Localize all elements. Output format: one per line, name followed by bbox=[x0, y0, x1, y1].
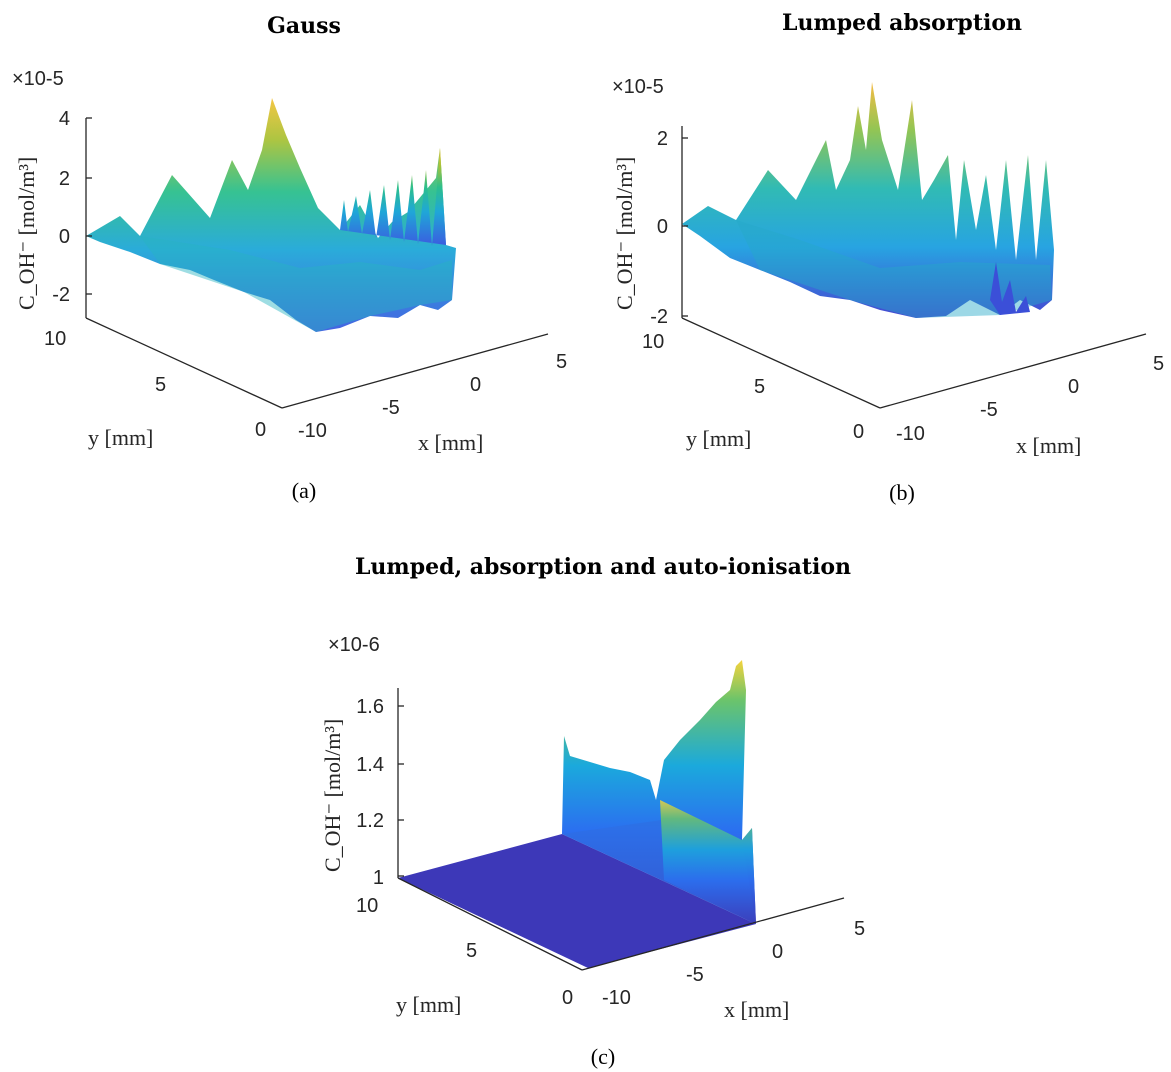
panel-a-z-tick-0: 0 bbox=[59, 226, 70, 248]
panel-a-y-axis bbox=[85, 317, 283, 409]
panel-b-z-tick-2: 2 bbox=[657, 128, 668, 150]
panel-c-x-tick-m5: -5 bbox=[686, 964, 704, 986]
panel-a-x-tick-m5: -5 bbox=[382, 397, 400, 419]
panel-c-title: Lumped, absorption and auto-ionisation bbox=[355, 554, 851, 580]
panel-a: Gauss ×10-5 4 2 0 -2 10 5 0 -10 -5 0 5 y… bbox=[12, 13, 567, 503]
panel-b-x-tick-m10: -10 bbox=[896, 423, 925, 445]
panel-a-zlabel: C_OH⁻ [mol/m³] bbox=[14, 157, 39, 310]
panel-a-z-exponent: ×10-5 bbox=[12, 68, 64, 90]
panel-c-x-tick-m10: -10 bbox=[602, 987, 631, 1009]
panel-b-x-axis bbox=[879, 333, 1147, 409]
panel-b-y-axis bbox=[681, 317, 881, 409]
panel-c-x-tick-5: 5 bbox=[854, 918, 865, 940]
panel-b-surface bbox=[682, 82, 1054, 318]
panel-b-z-tick-m2: -2 bbox=[650, 306, 668, 328]
panel-c-wall-front bbox=[660, 800, 756, 924]
panel-a-xlabel: x [mm] bbox=[418, 430, 483, 455]
panel-a-title: Gauss bbox=[267, 13, 341, 39]
panel-b-title: Lumped absorption bbox=[782, 10, 1022, 36]
panel-a-surface-spikes bbox=[340, 148, 446, 246]
panel-c-xlabel: x [mm] bbox=[724, 997, 789, 1022]
panel-a-z-tick-4: 4 bbox=[59, 108, 70, 130]
panel-b-xlabel: x [mm] bbox=[1016, 433, 1081, 458]
panel-b-x-tick-0: 0 bbox=[1068, 376, 1079, 398]
panel-a-ylabel: y [mm] bbox=[88, 425, 153, 450]
panel-b-x-tick-m5: -5 bbox=[980, 399, 998, 421]
panel-a-z-ticks bbox=[86, 117, 92, 295]
panel-b: Lumped absorption ×10-5 2 0 -2 10 5 0 -1… bbox=[612, 10, 1164, 505]
panel-b-y-tick-0: 0 bbox=[853, 421, 864, 443]
panel-a-z-tick-m2: -2 bbox=[52, 284, 70, 306]
panel-c-zlabel: C_OH⁻ [mol/m³] bbox=[320, 719, 345, 872]
panel-b-surface-shade bbox=[736, 220, 1052, 318]
panel-a-surface-body bbox=[86, 98, 456, 332]
panel-b-zlabel: C_OH⁻ [mol/m³] bbox=[612, 157, 637, 310]
panel-b-surface-body bbox=[682, 82, 1054, 318]
panel-b-z-tick-0: 0 bbox=[657, 216, 668, 238]
panel-c-x-tick-0: 0 bbox=[772, 941, 783, 963]
panel-a-y-tick-10: 10 bbox=[44, 328, 66, 350]
panel-c: Lumped, absorption and auto-ionisation ×… bbox=[320, 554, 865, 1069]
panel-c-surface bbox=[398, 660, 756, 968]
panel-b-y-tick-5: 5 bbox=[754, 376, 765, 398]
panel-c-ylabel: y [mm] bbox=[396, 992, 461, 1017]
panel-a-x-tick-0: 0 bbox=[470, 374, 481, 396]
panel-b-caption: (b) bbox=[889, 480, 915, 505]
panel-c-floor bbox=[398, 834, 756, 968]
panel-b-surface-drips bbox=[990, 262, 1030, 315]
panel-a-y-tick-5: 5 bbox=[155, 374, 166, 396]
panel-a-surface bbox=[86, 98, 456, 332]
panel-c-caption: (c) bbox=[591, 1044, 615, 1069]
panel-c-x-axis bbox=[581, 897, 845, 971]
panel-c-z-ticks bbox=[398, 705, 404, 877]
panel-c-y-tick-5: 5 bbox=[466, 940, 477, 962]
panel-b-ylabel: y [mm] bbox=[686, 426, 751, 451]
panel-b-y-tick-10: 10 bbox=[642, 331, 664, 353]
panel-a-x-axis bbox=[281, 333, 549, 409]
panel-c-z-tick-1.6: 1.6 bbox=[356, 696, 384, 718]
panel-a-x-tick-m10: -10 bbox=[298, 420, 327, 442]
panel-c-z-tick-1: 1 bbox=[373, 867, 384, 889]
panel-b-x-tick-5: 5 bbox=[1153, 353, 1164, 375]
panel-c-z-tick-1.2: 1.2 bbox=[356, 810, 384, 832]
panel-a-caption: (a) bbox=[292, 478, 316, 503]
panel-c-y-tick-10: 10 bbox=[356, 895, 378, 917]
panel-c-y-axis bbox=[397, 877, 583, 971]
panel-a-y-tick-0: 0 bbox=[255, 419, 266, 441]
panel-b-z-ticks bbox=[682, 137, 688, 317]
panel-a-surface-shade bbox=[140, 236, 452, 332]
panel-c-z-exponent: ×10-6 bbox=[328, 634, 380, 656]
panel-b-z-exponent: ×10-5 bbox=[612, 76, 664, 98]
panel-c-z-tick-1.4: 1.4 bbox=[356, 754, 384, 776]
panel-a-z-tick-2: 2 bbox=[59, 168, 70, 190]
panel-a-x-tick-5: 5 bbox=[556, 351, 567, 373]
panel-c-y-tick-0: 0 bbox=[562, 987, 573, 1009]
